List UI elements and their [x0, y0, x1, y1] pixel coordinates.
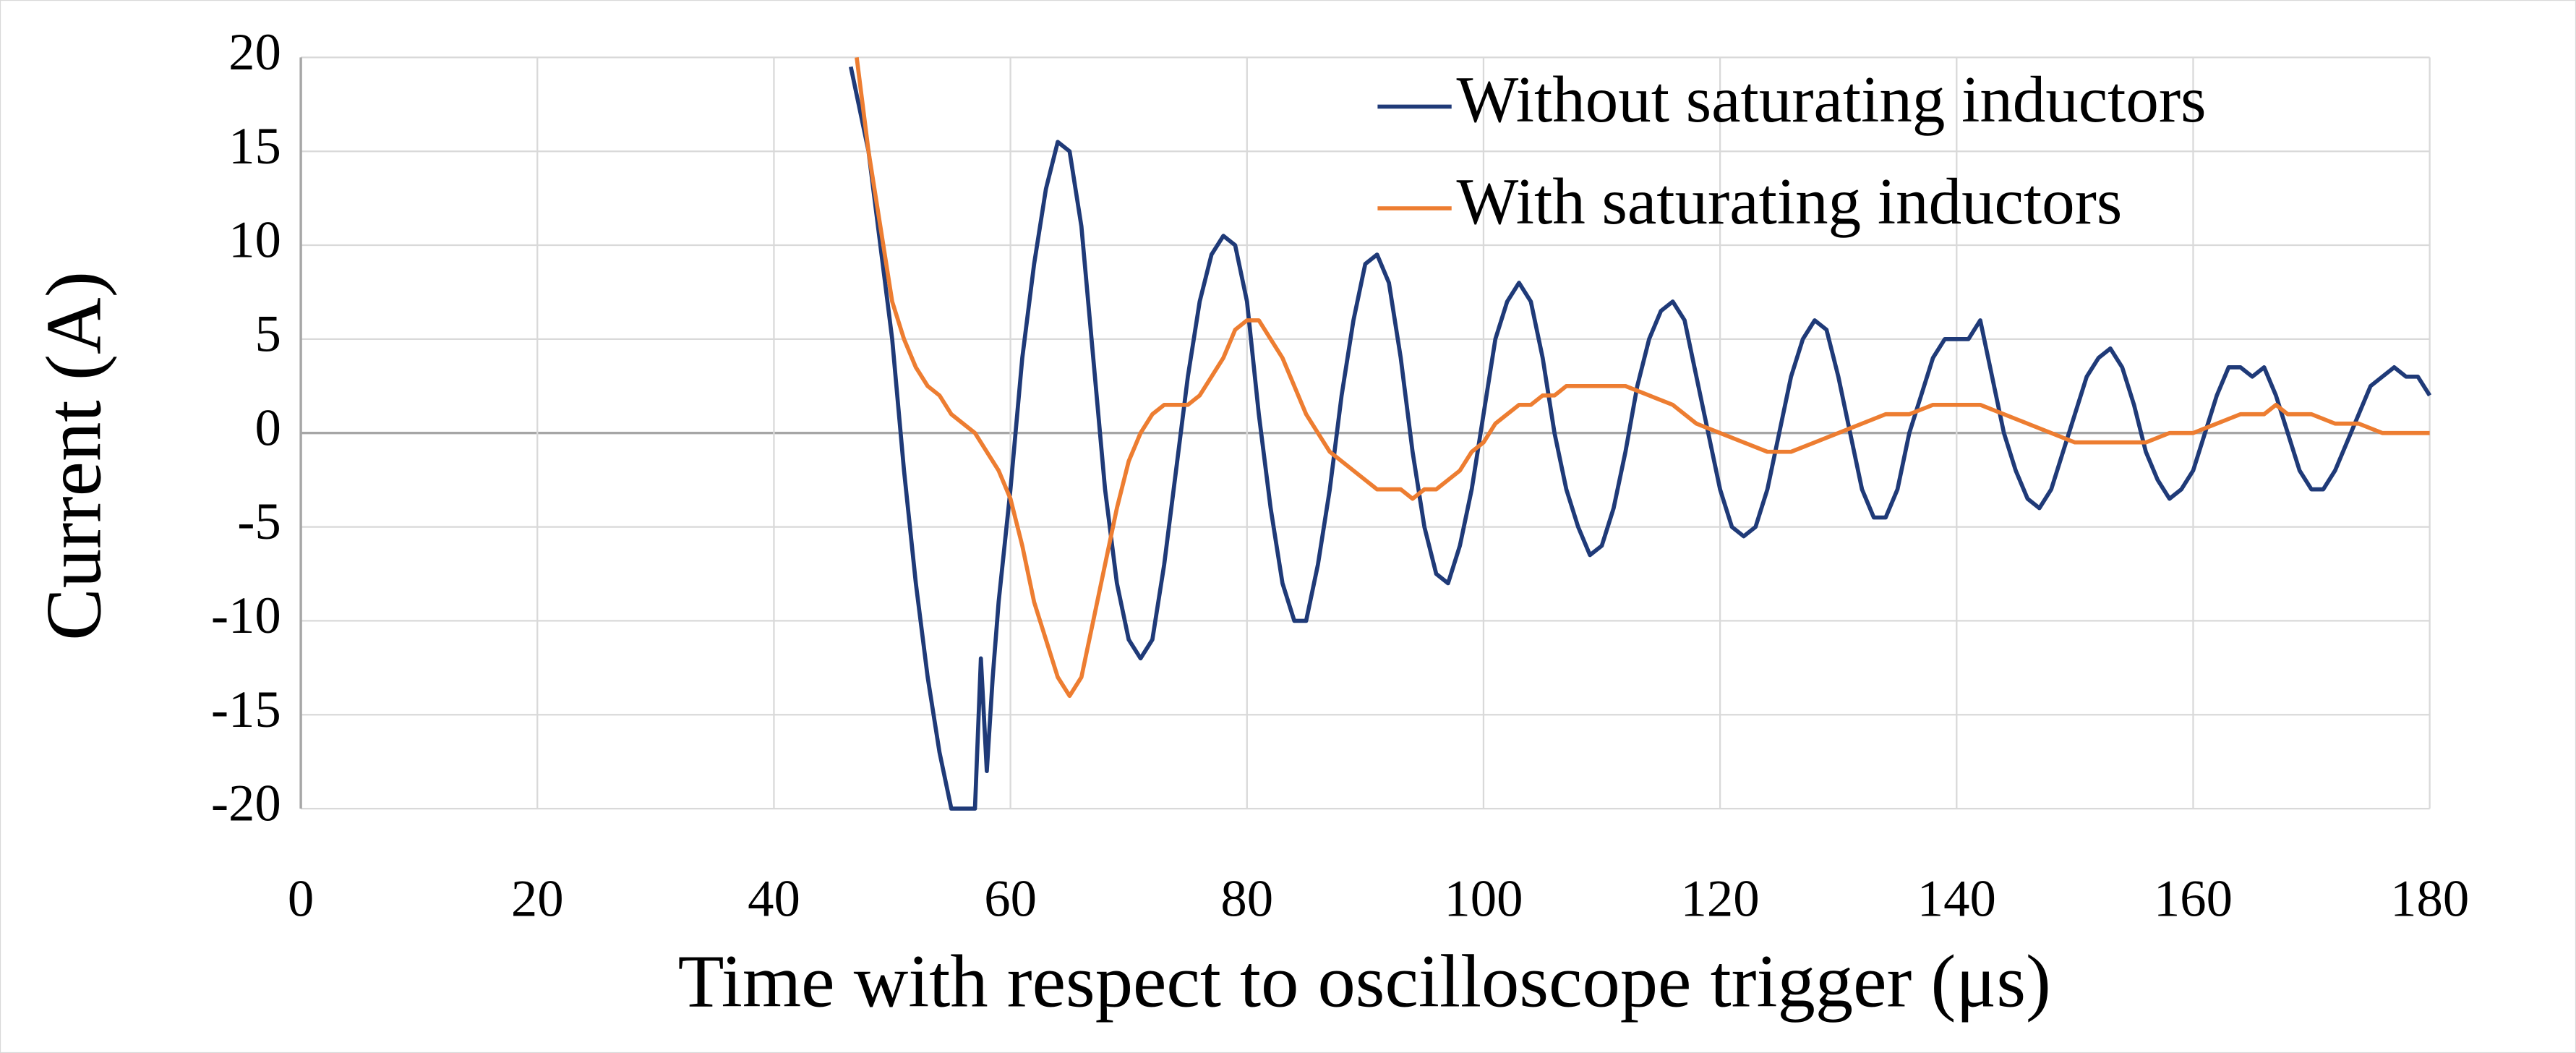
- y-tick-label: 5: [254, 304, 281, 363]
- x-tick-label: 120: [1681, 869, 1760, 927]
- x-tick-label: 100: [1444, 869, 1523, 927]
- x-tick-label: 140: [1917, 869, 1996, 927]
- x-tick-label: 20: [511, 869, 564, 927]
- y-tick-label: -15: [211, 680, 281, 738]
- y-tick-label: 10: [228, 210, 281, 269]
- data-line: [855, 57, 2430, 699]
- x-tick-label: 180: [2390, 869, 2469, 927]
- legend-label: With saturating inductors: [1457, 165, 2123, 238]
- x-tick-label: 80: [1220, 869, 1273, 927]
- x-axis-title: Time with respect to oscilloscope trigge…: [678, 939, 2051, 1023]
- y-tick-label: 15: [228, 116, 281, 175]
- y-axis-title: Current (A): [30, 271, 118, 641]
- y-tick-label: 0: [254, 398, 281, 456]
- x-tick-label: 40: [748, 869, 800, 927]
- x-tick-label: 0: [288, 869, 314, 927]
- legend-label: Without saturating inductors: [1457, 63, 2207, 136]
- y-tick-label: 20: [228, 22, 281, 81]
- y-tick-label: -5: [237, 492, 281, 550]
- y-tick-label: -10: [211, 586, 281, 644]
- x-tick-label: 60: [984, 869, 1037, 927]
- y-tick-label: -20: [211, 774, 281, 832]
- x-tick-label: 160: [2154, 869, 2233, 927]
- data-line: [848, 66, 2432, 811]
